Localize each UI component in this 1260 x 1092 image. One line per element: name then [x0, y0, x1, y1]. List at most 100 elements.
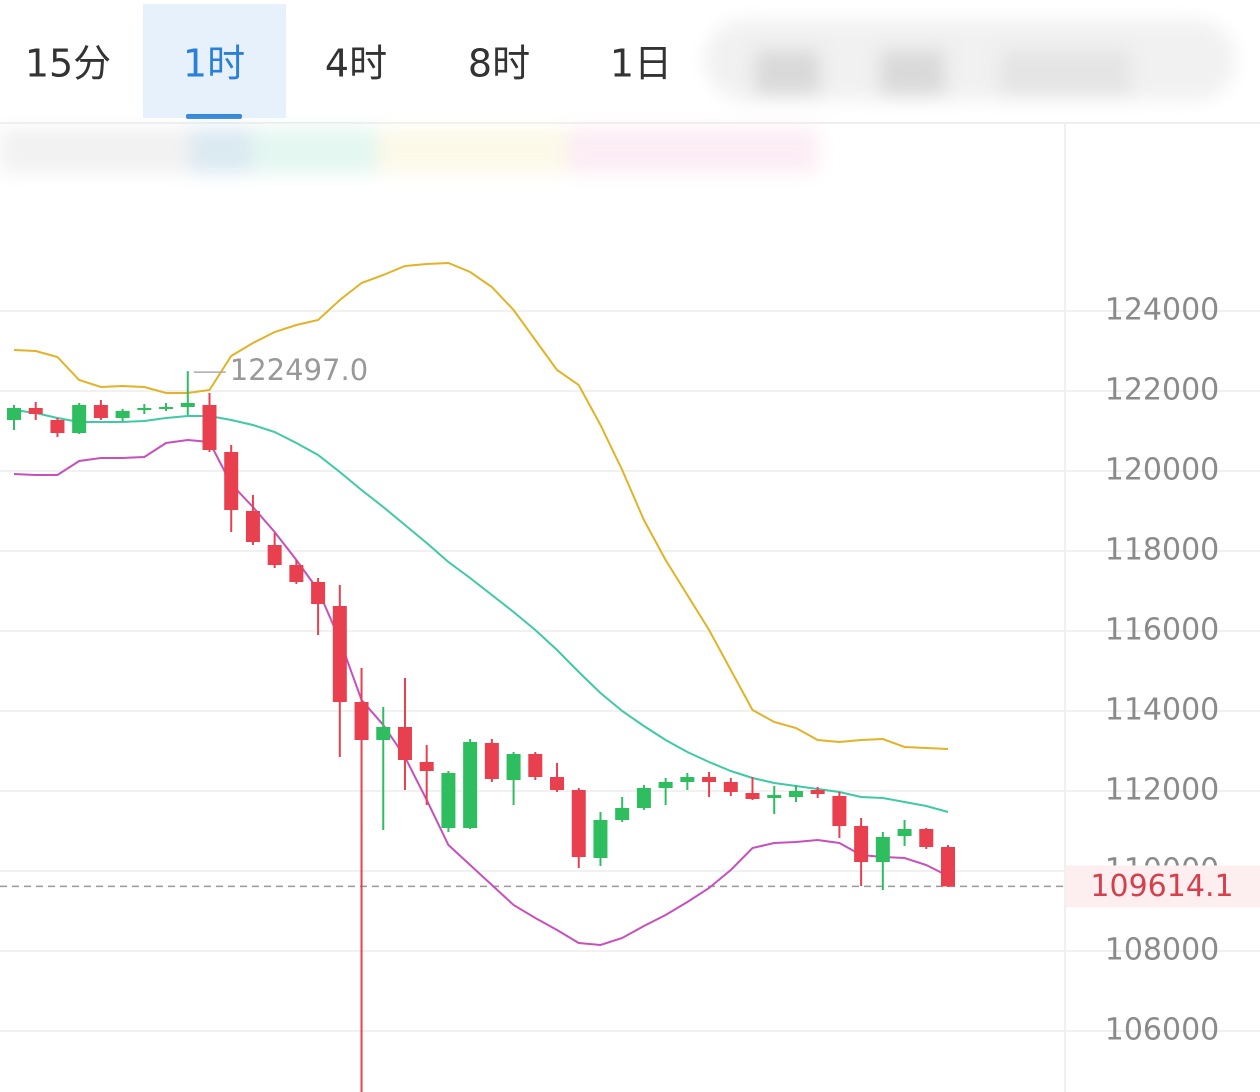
candle — [419, 745, 434, 805]
tab-label: 1日 — [610, 42, 672, 86]
candle — [571, 788, 586, 868]
candle — [441, 771, 456, 832]
candle-body — [832, 796, 847, 826]
last-price-label: 109614.1 — [1090, 869, 1233, 904]
candle-body — [354, 702, 369, 740]
candle-body — [767, 795, 782, 798]
candle — [767, 786, 782, 814]
candle — [332, 585, 347, 757]
y-tick-label: 108000 — [1105, 933, 1220, 968]
y-tick-label: 106000 — [1105, 1013, 1220, 1048]
candle — [919, 828, 934, 849]
tab[interactable]: 4时 — [325, 42, 387, 86]
candle — [593, 812, 608, 866]
band-line — [13, 409, 949, 813]
candle-body — [593, 820, 608, 858]
candle-body — [528, 754, 543, 777]
candle — [658, 778, 673, 805]
candle-body — [28, 408, 43, 414]
candle-body — [941, 847, 955, 887]
tab[interactable]: 15分 — [25, 42, 111, 86]
tab-indicator — [186, 114, 242, 119]
candle-body — [897, 829, 912, 836]
candle — [854, 818, 869, 886]
candle — [267, 533, 282, 568]
y-tick-label: 116000 — [1105, 613, 1220, 648]
candle-body — [550, 777, 565, 790]
candle — [289, 560, 304, 584]
tab[interactable]: 1日 — [610, 42, 672, 86]
candle — [506, 752, 521, 805]
tab[interactable]: 8时 — [468, 42, 530, 86]
candle-body — [267, 545, 282, 565]
candle-body — [7, 408, 21, 420]
candle-body — [419, 762, 434, 771]
candle-body — [463, 742, 478, 828]
candle — [832, 792, 847, 838]
y-axis: 1060001080001100001120001140001160001180… — [1066, 293, 1260, 1048]
tab-label: 1时 — [183, 42, 245, 86]
candle-body — [919, 829, 934, 847]
candle — [702, 772, 717, 797]
candle — [788, 785, 803, 802]
grid — [0, 310, 1260, 1032]
candle-body — [854, 826, 869, 862]
candle-body — [484, 743, 499, 779]
candle — [137, 404, 152, 414]
candle-body — [571, 790, 586, 857]
plot-area: 122497.0 — [7, 261, 955, 1092]
candle-body — [115, 411, 130, 418]
y-tick-label: 120000 — [1105, 453, 1220, 488]
candle-body — [311, 582, 326, 604]
candle — [72, 403, 87, 434]
y-tick-label: 122000 — [1105, 373, 1220, 408]
candle — [810, 787, 825, 798]
candle-body — [245, 511, 260, 542]
band-line — [13, 438, 949, 947]
candle — [354, 668, 369, 1092]
tab-label: 15分 — [25, 42, 111, 86]
candle-body — [137, 408, 152, 410]
candle-body — [332, 606, 347, 702]
candle-body — [180, 403, 195, 407]
candle-body — [745, 793, 760, 799]
candle-body — [875, 837, 890, 862]
candle — [180, 371, 195, 415]
candle — [723, 778, 738, 796]
candle — [202, 393, 217, 452]
max-marker-label: 122497.0 — [230, 353, 368, 387]
y-tick-label: 112000 — [1105, 773, 1220, 808]
y-tick-label: 118000 — [1105, 533, 1220, 568]
tab-bar: 15分 1时 4时 8时 1日 — [25, 4, 672, 119]
candle — [463, 739, 478, 829]
candle-body — [72, 405, 87, 433]
candle-body — [441, 773, 456, 828]
candle — [636, 785, 651, 810]
candle — [941, 845, 955, 887]
band-line — [13, 261, 949, 750]
tab[interactable]: 1时 — [143, 4, 286, 119]
candle-body — [289, 565, 304, 582]
tab-label: 8时 — [468, 42, 530, 86]
tab-highlight — [143, 4, 286, 118]
candle-body — [50, 420, 65, 433]
candle — [224, 445, 239, 532]
candle-body — [506, 754, 521, 780]
candle — [528, 752, 543, 780]
candle-body — [224, 452, 239, 510]
blurred-region — [0, 20, 1235, 173]
candle — [397, 678, 412, 790]
candle-body — [810, 790, 825, 794]
candle — [875, 832, 890, 890]
candle — [159, 403, 174, 411]
candle-body — [680, 777, 695, 782]
candle-body — [397, 727, 412, 760]
candle-body — [159, 407, 174, 409]
y-tick-label: 114000 — [1105, 693, 1220, 728]
candle-body — [615, 808, 630, 820]
candle — [484, 739, 499, 782]
candle-body — [636, 788, 651, 808]
candle — [115, 409, 130, 421]
